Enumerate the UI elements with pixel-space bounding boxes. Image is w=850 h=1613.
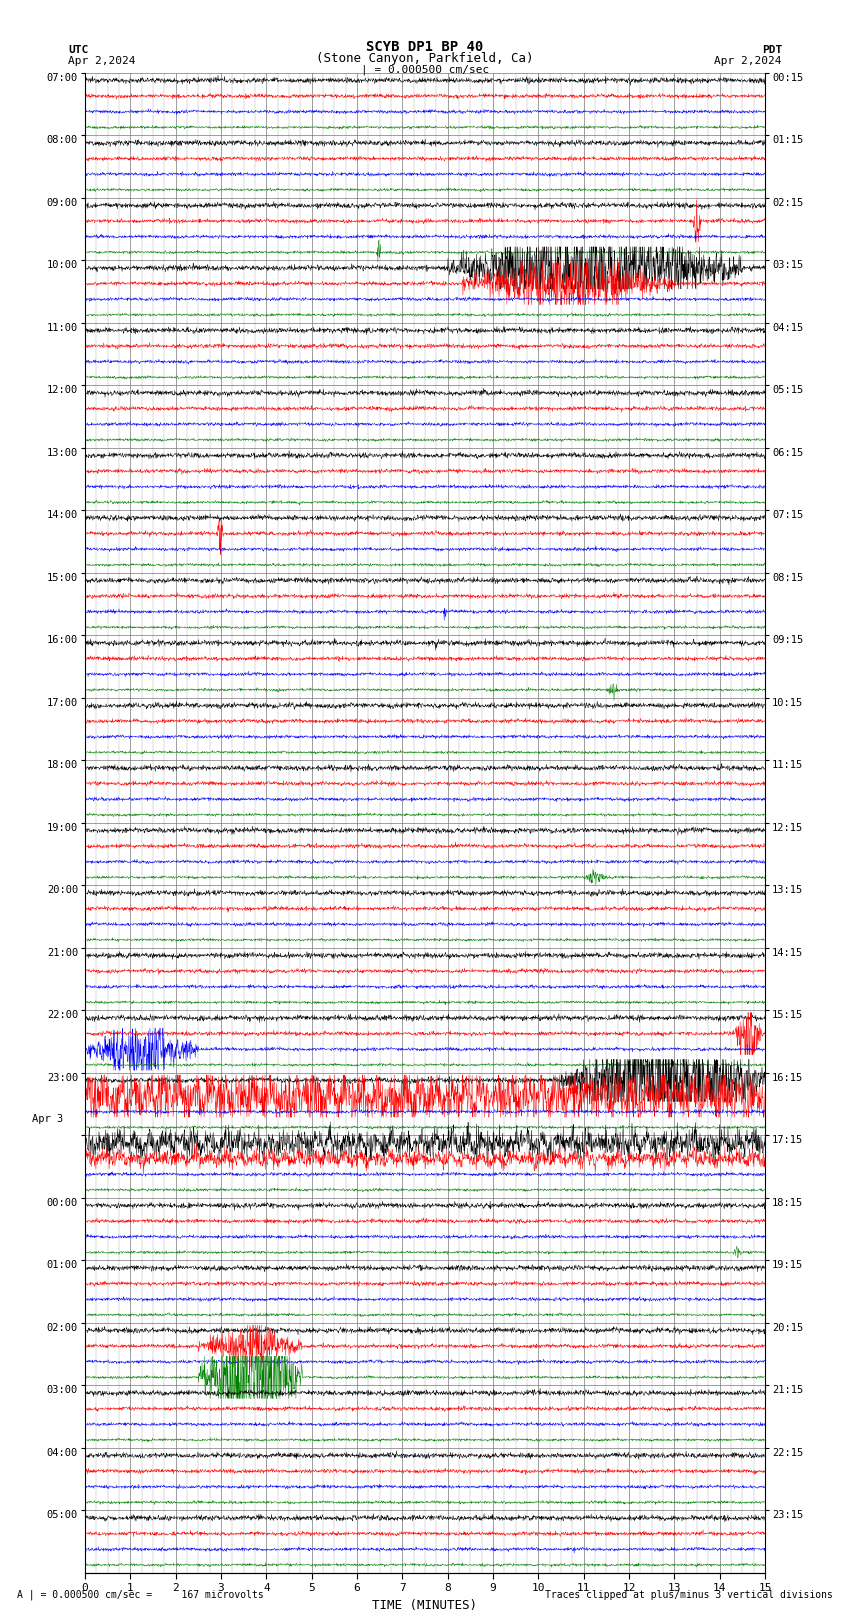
Text: SCYB DP1 BP 40: SCYB DP1 BP 40: [366, 40, 484, 55]
Text: Traces clipped at plus/minus 3 vertical divisions: Traces clipped at plus/minus 3 vertical …: [545, 1590, 833, 1600]
Text: | = 0.000500 cm/sec: | = 0.000500 cm/sec: [361, 65, 489, 76]
Text: Apr 2,2024: Apr 2,2024: [715, 56, 782, 66]
Text: UTC: UTC: [68, 45, 88, 55]
Text: Apr 2,2024: Apr 2,2024: [68, 56, 135, 66]
Text: PDT: PDT: [762, 45, 782, 55]
Text: Apr 3: Apr 3: [32, 1115, 64, 1124]
Text: A | = 0.000500 cm/sec =     167 microvolts: A | = 0.000500 cm/sec = 167 microvolts: [17, 1589, 264, 1600]
X-axis label: TIME (MINUTES): TIME (MINUTES): [372, 1598, 478, 1611]
Text: (Stone Canyon, Parkfield, Ca): (Stone Canyon, Parkfield, Ca): [316, 52, 534, 65]
